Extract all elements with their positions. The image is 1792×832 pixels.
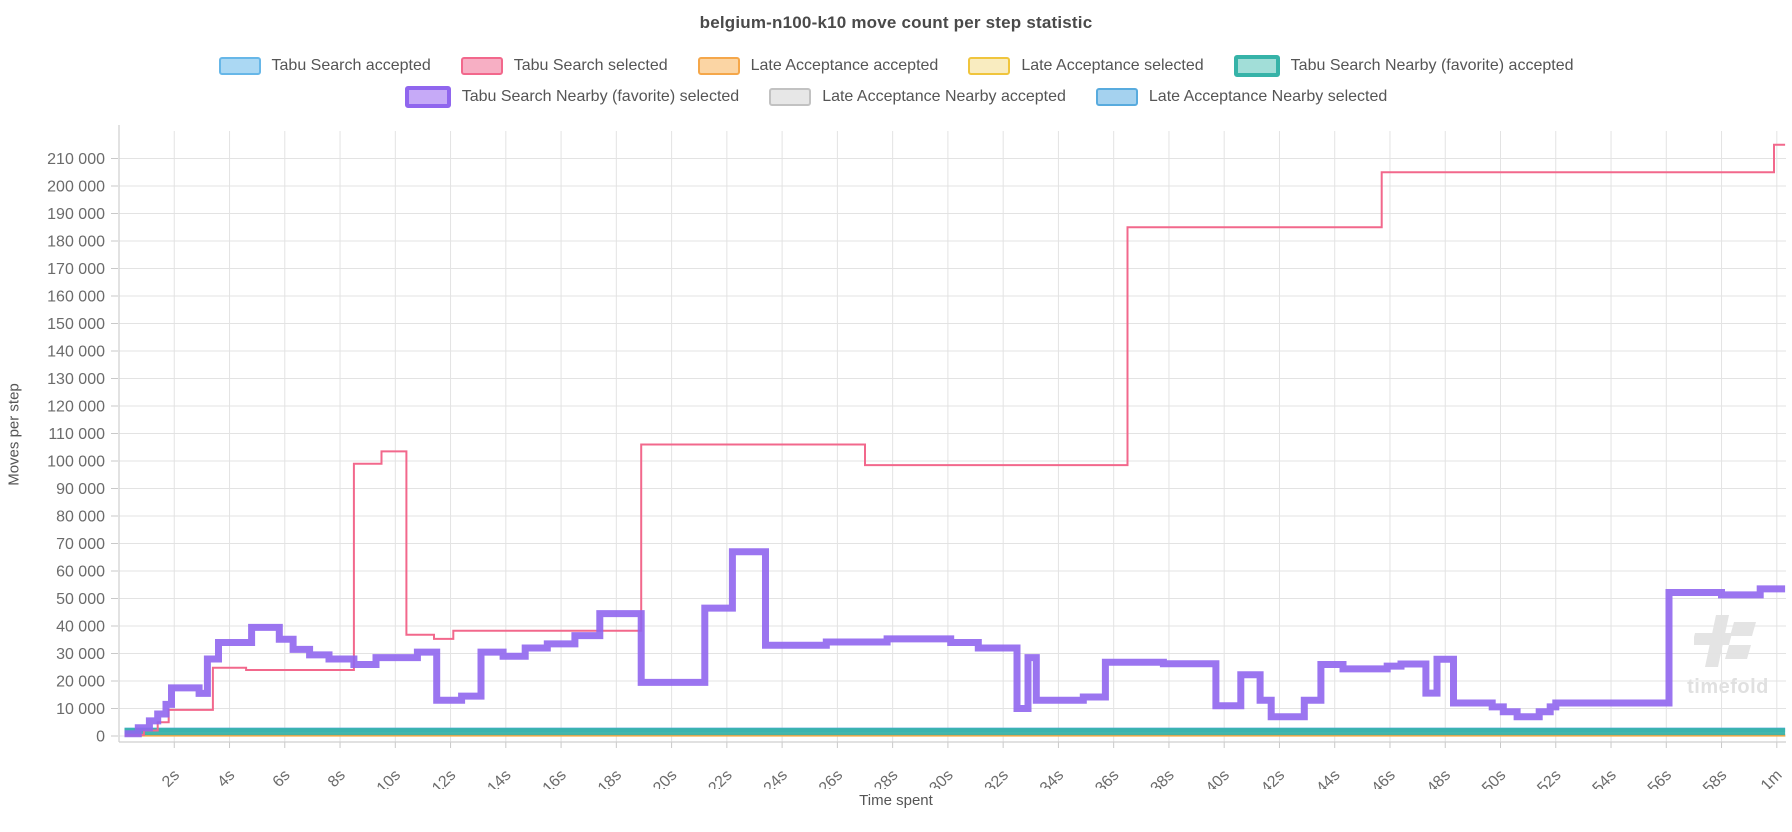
legend-swatch (1233, 55, 1280, 77)
y-tick-label: 170 000 (47, 261, 105, 278)
x-tick-label: 56s (1645, 767, 1675, 789)
series-line-tabu-search-nearby-favorite-selected (124, 548, 1786, 738)
y-tick-label: 200 000 (47, 179, 105, 196)
y-tick-label: 190 000 (47, 206, 105, 223)
x-tick-label: 48s (1424, 767, 1454, 789)
legend-label: Tabu Search Nearby (favorite) selected (461, 88, 740, 105)
x-tick-label: 22s (705, 767, 735, 789)
y-tick-label: 140 000 (47, 344, 105, 361)
legend-swatch (769, 88, 812, 106)
legend-item[interactable]: Late Acceptance Nearby selected (1095, 88, 1388, 106)
legend-swatch (968, 57, 1011, 75)
y-tick-label: 50 000 (56, 591, 105, 608)
plot-svg: 0 10 000 20 000 30 000 40 000 50 000 60 000 70 … (47, 125, 1786, 789)
legend: Tabu Search accepted Tabu Search selected… (0, 55, 1792, 108)
legend-item[interactable]: Tabu Search selected (460, 57, 668, 75)
x-axis-title: Time spent (859, 792, 933, 809)
x-tick-label: 54s (1590, 767, 1620, 789)
x-tick-label: 1m (1758, 767, 1786, 789)
y-tick-label: 0 (96, 729, 105, 746)
x-tick-label: 30s (926, 767, 956, 789)
x-tick-label: 4s (214, 767, 238, 789)
y-tick-label: 30 000 (56, 646, 105, 663)
x-tick-label: 40s (1203, 767, 1233, 789)
legend-swatch (1095, 88, 1138, 106)
y-tick-label: 210 000 (47, 151, 105, 168)
x-tick-label: 16s (540, 767, 570, 789)
legend-item[interactable]: Late Acceptance selected (968, 57, 1204, 75)
x-tick-label: 34s (1037, 767, 1067, 789)
x-tick-label: 14s (484, 767, 514, 789)
y-tick-label: 80 000 (56, 509, 105, 526)
x-tick-label: 10s (374, 767, 404, 789)
x-tick-label: 12s (429, 767, 459, 789)
y-tick-label: 120 000 (47, 399, 105, 416)
series-line-tabu-search-selected (124, 143, 1786, 736)
legend-label: Late Acceptance Nearby selected (1148, 88, 1388, 105)
y-tick-label: 90 000 (56, 481, 105, 498)
legend-item[interactable]: Tabu Search accepted (218, 57, 431, 75)
x-tick-label: 2s (159, 767, 183, 789)
y-tick-label: 160 000 (47, 289, 105, 306)
y-tick-label: 60 000 (56, 564, 105, 581)
x-tick-label: 52s (1534, 767, 1564, 789)
y-tick-label: 70 000 (56, 536, 105, 553)
x-tick-label: 6s (270, 767, 294, 789)
x-tick-label: 50s (1479, 767, 1509, 789)
y-axis-title: Moves per step (5, 383, 23, 486)
x-tick-label: 58s (1700, 767, 1730, 789)
x-tick-label: 32s (982, 767, 1012, 789)
legend-label: Tabu Search accepted (271, 57, 431, 74)
legend-item[interactable]: Tabu Search Nearby (favorite) selected (404, 86, 740, 108)
legend-row-2: Tabu Search Nearby (favorite) selected La… (0, 86, 1792, 108)
y-tick-label: 20 000 (56, 674, 105, 691)
legend-swatch (218, 57, 261, 75)
chart-title: belgium-n100-k10 move count per step sta… (699, 13, 1093, 32)
y-tick-label: 130 000 (47, 371, 105, 388)
x-tick-label: 8s (325, 767, 349, 789)
legend-swatch (460, 57, 503, 75)
chart-area: timefold 0 10 000 20 000 30 000 40 000 50 000… (0, 117, 1792, 831)
x-tick-label: 24s (761, 767, 791, 789)
x-tick-label: 38s (1148, 767, 1178, 789)
y-tick-label: 40 000 (56, 619, 105, 636)
legend-item[interactable]: Tabu Search Nearby (favorite) accepted (1233, 55, 1574, 77)
x-tick-label: 36s (1092, 767, 1122, 789)
legend-label: Late Acceptance Nearby accepted (822, 88, 1066, 105)
legend-swatch (404, 86, 451, 108)
legend-label: Late Acceptance accepted (750, 57, 939, 74)
legend-label: Tabu Search Nearby (favorite) accepted (1290, 57, 1574, 74)
x-tick-label: 18s (595, 767, 625, 789)
y-tick-label: 10 000 (56, 701, 105, 718)
x-tick-label: 28s (871, 767, 901, 789)
legend-row-1: Tabu Search accepted Tabu Search selected… (0, 55, 1792, 77)
x-tick-label: 26s (816, 767, 846, 789)
y-tick-label: 150 000 (47, 316, 105, 333)
x-tick-label: 44s (1313, 767, 1343, 789)
legend-item[interactable]: Late Acceptance accepted (697, 57, 939, 75)
y-tick-label: 110 000 (48, 426, 105, 443)
x-tick-label: 42s (1258, 767, 1288, 789)
y-tick-label: 100 000 (47, 454, 105, 471)
x-tick-label: 20s (650, 767, 680, 789)
legend-swatch (697, 57, 740, 75)
legend-label: Tabu Search selected (513, 57, 668, 74)
legend-item[interactable]: Late Acceptance Nearby accepted (769, 88, 1066, 106)
y-tick-label: 180 000 (47, 234, 105, 251)
x-tick-label: 46s (1369, 767, 1399, 789)
legend-label: Late Acceptance selected (1021, 57, 1204, 74)
